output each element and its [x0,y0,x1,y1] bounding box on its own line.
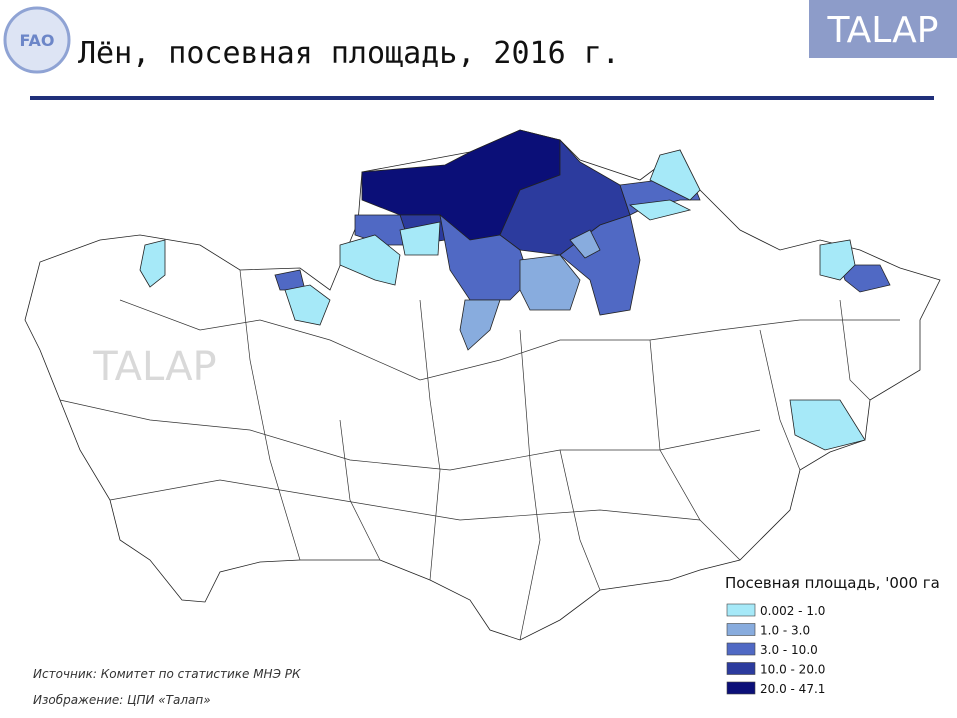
district [569,229,601,259]
slide-title: Лён, посевная площадь, 2016 г. [78,36,620,71]
fao-logo-text: FAO [19,31,54,50]
legend-title: Посевная площадь, '000 га [725,574,940,592]
legend: 0.002 - 1.0 1.0 - 3.0 3.0 - 10.0 10.0 - 20.… [726,603,825,696]
district [649,149,701,201]
legend-label: 0.002 - 1.0 [760,604,825,618]
source-note: Источник: Комитет по статистике МНЭ РК [33,667,301,681]
district [819,239,856,281]
district [459,299,501,351]
talap-logo [809,0,957,58]
legend-label: 3.0 - 10.0 [760,643,818,657]
district [139,239,166,288]
credit-note: Изображение: ЦПИ «Талап» [33,693,211,707]
district [789,399,866,451]
fao-logo [3,6,71,74]
legend-swatch [726,623,756,636]
legend-swatch [726,681,756,695]
map: TALAP [24,129,941,641]
legend-swatch [726,642,756,656]
district [628,199,692,221]
district [839,264,891,293]
talap-logo-text: TALAP [826,10,938,51]
map-watermark: TALAP [92,344,216,390]
legend-label: 10.0 - 20.0 [760,663,825,677]
district [519,254,581,311]
legend-label: 20.0 - 47.1 [760,682,825,696]
legend-label: 1.0 - 3.0 [760,624,810,638]
legend-swatch [726,662,756,675]
district [284,284,331,326]
district [399,221,441,256]
legend-swatch [726,603,756,617]
district [339,234,401,286]
district-borders [59,269,900,641]
